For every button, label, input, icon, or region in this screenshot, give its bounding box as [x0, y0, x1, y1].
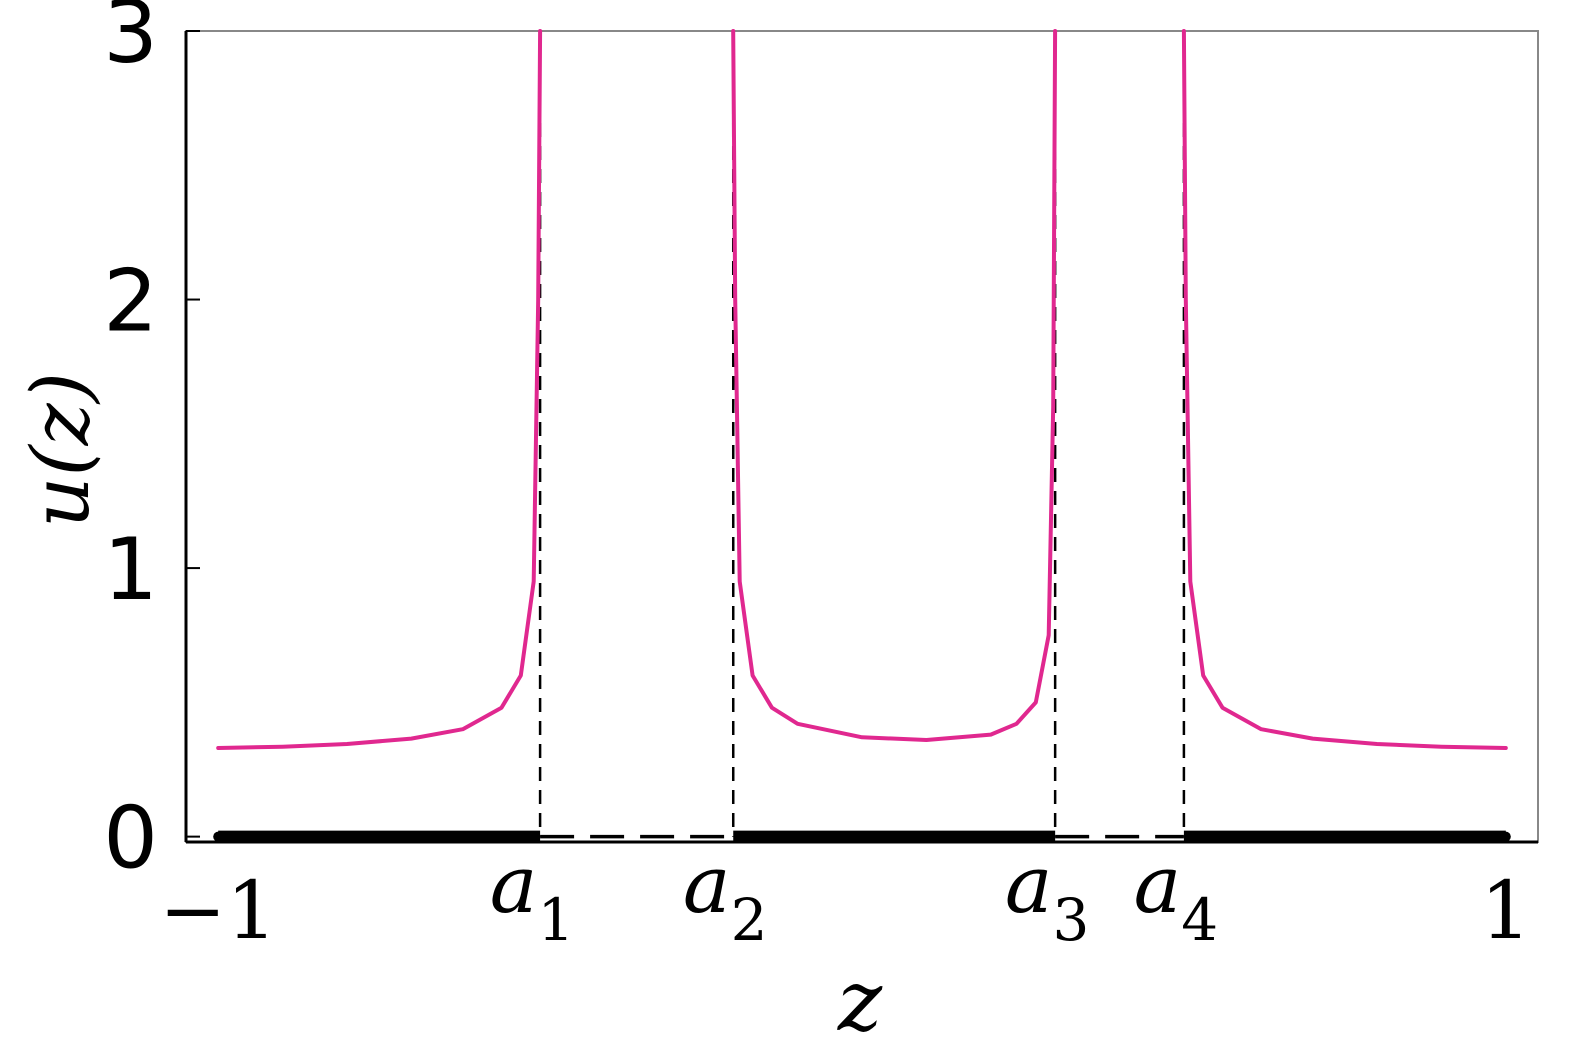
curve-segment-3	[1181, 29, 1508, 750]
x-tick-label-a2: a2	[683, 838, 768, 954]
x-tick-label-5: 1	[1480, 864, 1531, 957]
y-axis-label: u(z)	[14, 372, 107, 528]
x-tick-label-0: −1	[159, 864, 277, 957]
endpoint-dot-2	[1500, 831, 1511, 842]
curve-segment-1	[216, 29, 543, 750]
plot-frame	[185, 30, 1539, 843]
curve-segment-2	[731, 29, 1058, 742]
y-tick-label-1: 1	[103, 520, 158, 620]
x-tick-label-a4: a4	[1134, 838, 1219, 954]
y-tick-label-0: 0	[103, 789, 158, 889]
y-tick-label-2: 2	[103, 252, 158, 352]
x-tick-label-a1: a1	[490, 838, 575, 954]
x-axis-label: z	[837, 952, 883, 1050]
y-tick-label-3: 3	[103, 0, 158, 83]
endpoint-dot-1	[213, 831, 224, 842]
x-tick-label-a3: a3	[1005, 838, 1090, 954]
